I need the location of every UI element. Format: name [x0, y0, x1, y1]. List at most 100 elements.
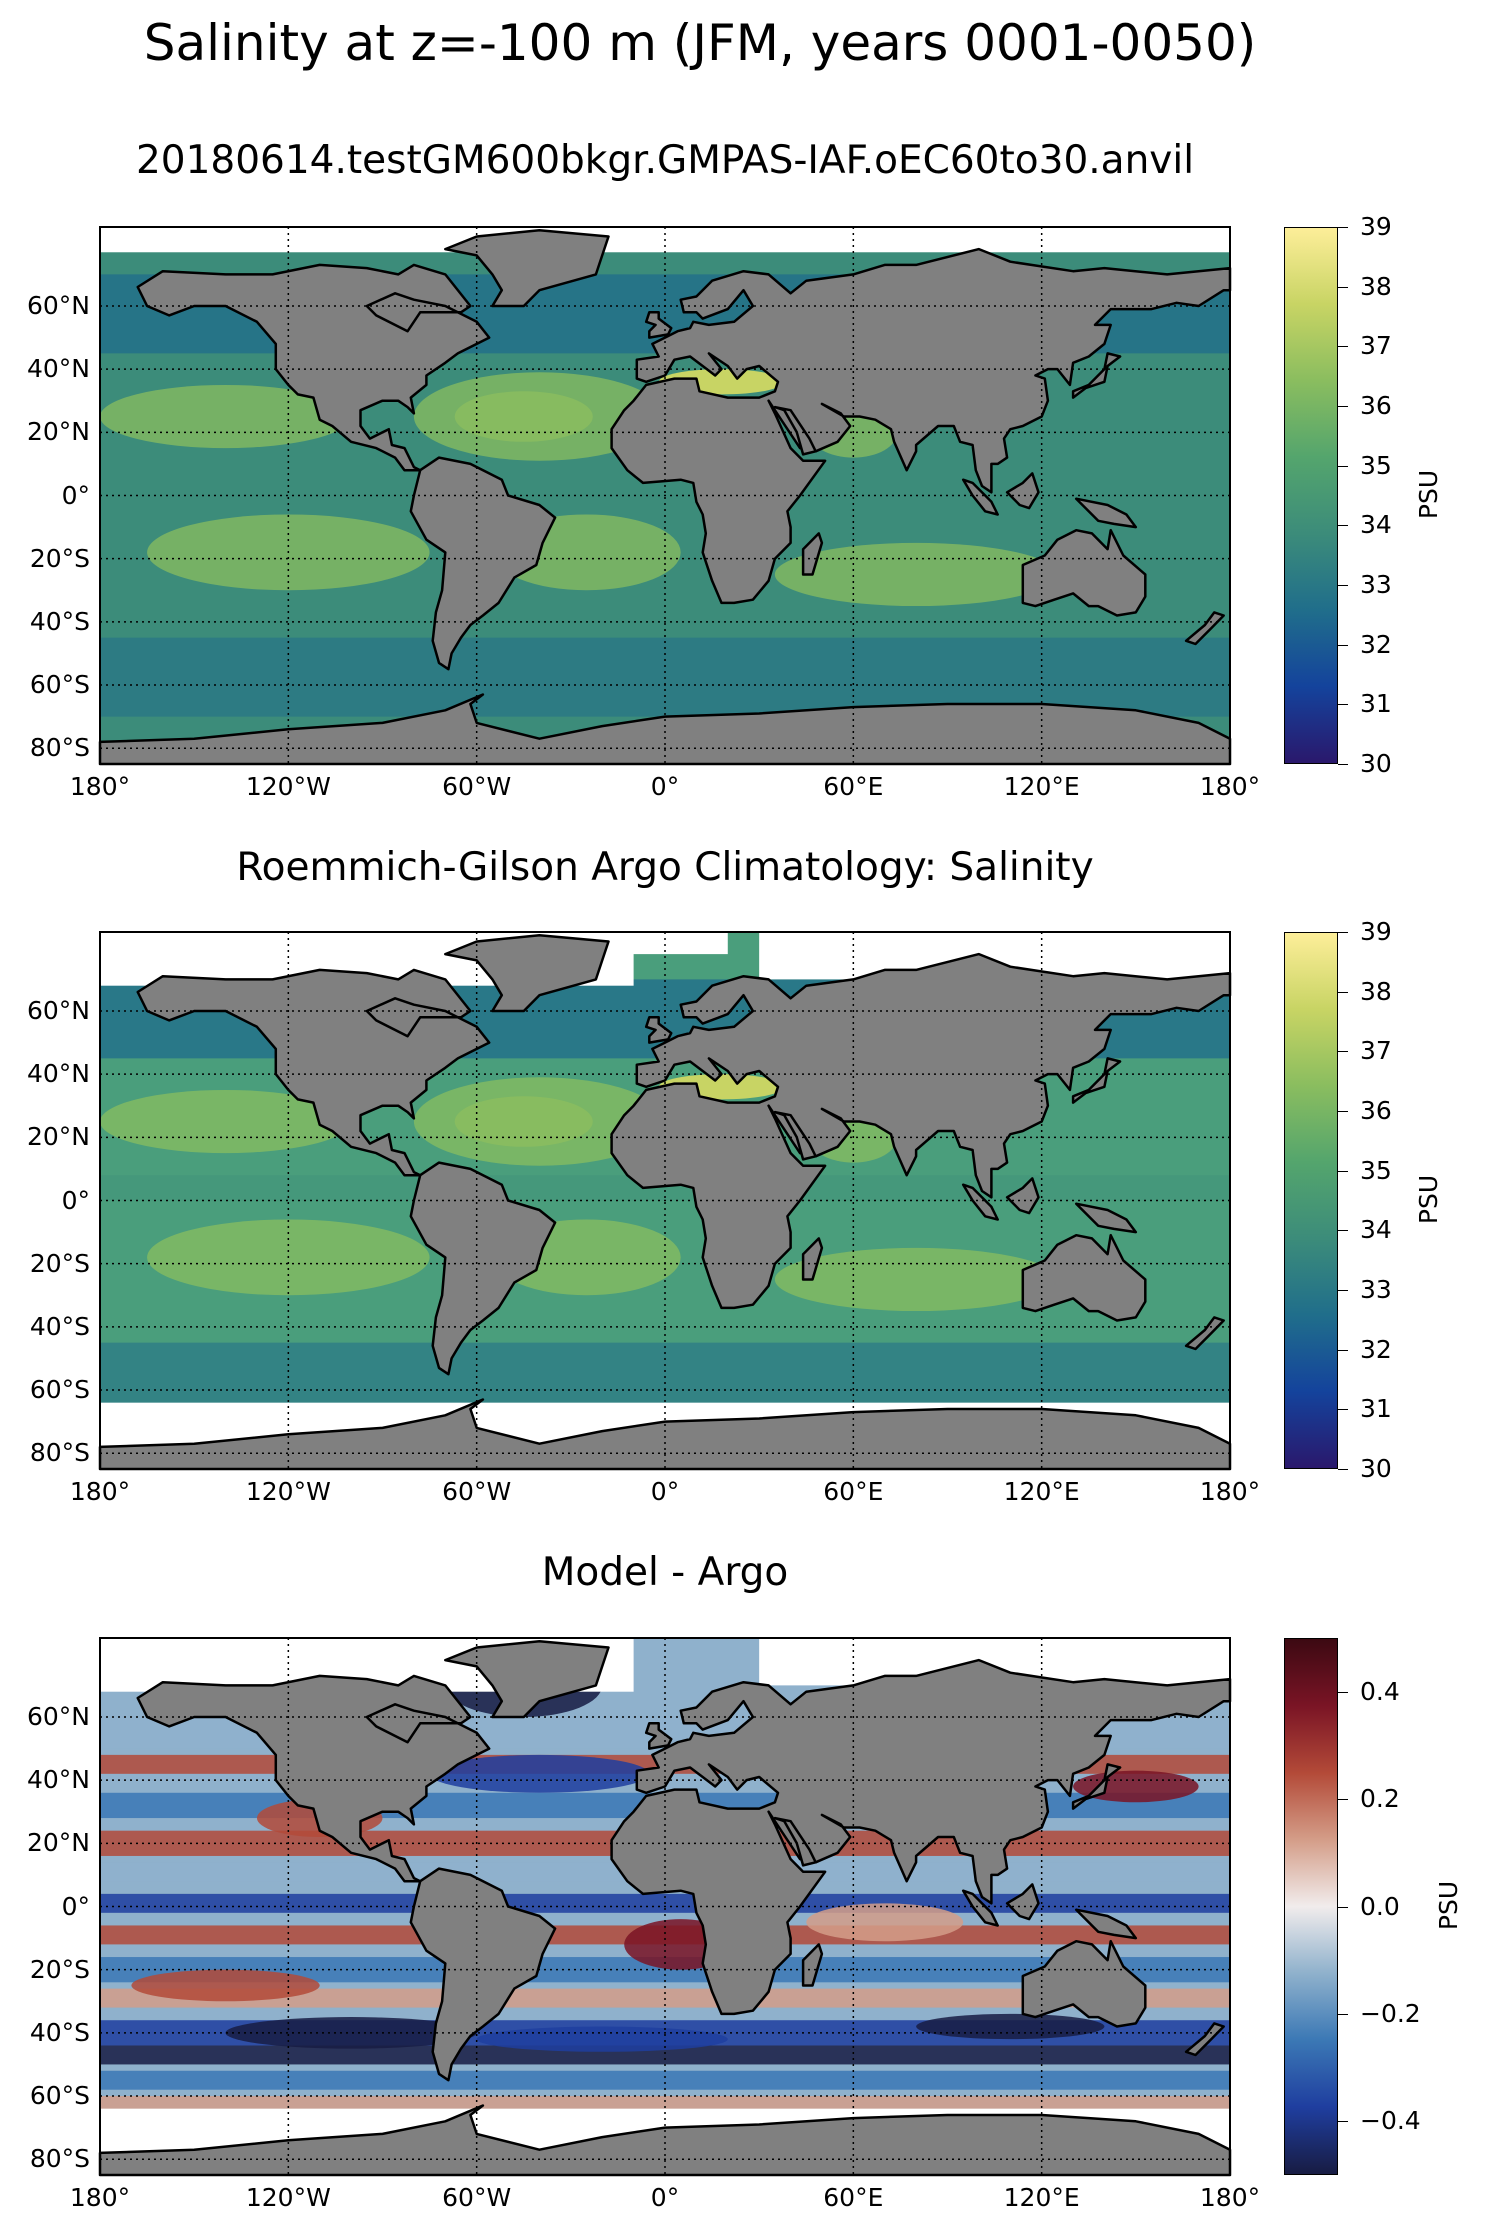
colorbar: [1284, 227, 1338, 764]
map-frame: [99, 226, 1231, 765]
x-tick-label: 180°: [1199, 2183, 1261, 2212]
anomaly-blob-6: [806, 1903, 964, 1942]
land-britain: [644, 1016, 673, 1044]
land-north-america: [136, 263, 491, 472]
colorbar-label: PSU: [1414, 1174, 1444, 1224]
map-frame: [99, 1637, 1231, 2176]
y-tick-label: 20°S: [29, 1248, 90, 1278]
colorbar-tick-mark: [1338, 1051, 1348, 1053]
land-arabian-gulf-land: [773, 405, 817, 456]
land-australia: [1021, 1939, 1147, 2028]
colorbar-tick-mark: [1338, 1409, 1348, 1411]
panel-title: 20180614.testGM600bkgr.GMPAS-IAF.oEC60to…: [135, 138, 1195, 183]
x-tick-label: 180°: [69, 2183, 131, 2212]
colorbar-tick-mark: [1338, 991, 1348, 993]
land-layer: [98, 933, 1232, 1471]
colorbar-tick-label: 0.0: [1360, 1891, 1400, 1921]
y-tick-label: 60°S: [29, 1375, 90, 1405]
colorbar-tick-mark: [1338, 1111, 1348, 1112]
y-tick-label: 40°N: [26, 354, 90, 384]
land-africa-eurasia: [610, 247, 1232, 605]
colorbar-tick-mark: [1338, 1691, 1348, 1693]
y-tick-label: 20°N: [26, 1122, 90, 1152]
land-madagascar: [801, 532, 824, 576]
x-tick-label: 120°W: [245, 2183, 331, 2212]
atlantic-salinity-max: [454, 1096, 593, 1147]
map-plot: [98, 931, 1232, 1471]
x-tick-label: 120°W: [245, 1477, 331, 1506]
anomaly-blob-5: [131, 1969, 320, 2002]
x-tick-label: 60°E: [823, 1477, 884, 1506]
colorbar-tick-mark: [1338, 1230, 1348, 1232]
y-tick-label: 60°S: [29, 670, 90, 700]
anomaly-band-10: [100, 2045, 1230, 2065]
land-antarctica: [98, 1398, 1232, 1471]
y-tick-label: 0°: [61, 1185, 90, 1215]
colorbar-tick-label: −0.4: [1360, 2106, 1421, 2136]
x-tick-label: 0°: [650, 1477, 680, 1506]
map-plot: [98, 226, 1232, 766]
land-new-zealand: [1184, 611, 1225, 646]
land-arabian-gulf-land: [773, 1110, 817, 1161]
colorbar-tick-mark: [1338, 286, 1348, 288]
x-tick-label: 180°: [69, 1477, 131, 1506]
land-africa-eurasia: [610, 952, 1232, 1310]
land-madagascar: [801, 1943, 824, 1987]
x-tick-label: 60°W: [442, 772, 512, 801]
colorbar-tick-label: 33: [1360, 1275, 1392, 1304]
colorbar-tick-mark: [1338, 1349, 1348, 1351]
colorbar-tick-label: 38: [1360, 976, 1392, 1006]
colorbar-tick-label: 34: [1360, 1215, 1392, 1245]
colorbar: [1284, 1638, 1338, 2175]
colorbar-tick-label: −0.2: [1360, 1998, 1421, 2028]
y-tick-label: 80°S: [29, 2144, 90, 2174]
colorbar-tick-label: 30: [1360, 749, 1392, 778]
land-layer: [98, 228, 1232, 766]
colorbar-tick-label: 38: [1360, 271, 1392, 301]
panel-title: Model - Argo: [541, 1550, 789, 1595]
colorbar-tick-label: 33: [1360, 570, 1392, 599]
y-tick-label: 60°N: [26, 1701, 90, 1731]
colorbar-label: PSU: [1434, 1880, 1464, 1930]
land-sumatra: [961, 1183, 999, 1221]
y-tick-label: 40°S: [29, 606, 90, 636]
colorbar-tick-label: 0.4: [1360, 1676, 1400, 1706]
land-sumatra: [961, 478, 999, 516]
land-arabian-gulf-land: [773, 1816, 817, 1867]
colorbar-tick-label: 39: [1360, 212, 1392, 241]
land-japan: [1071, 1057, 1122, 1104]
y-tick-label: 40°N: [26, 1059, 90, 1089]
colorbar-tick-label: 35: [1360, 1155, 1392, 1185]
x-tick-label: 60°W: [442, 1477, 512, 1506]
land-north-america: [136, 1674, 491, 1883]
colorbar-tick-label: 32: [1360, 1334, 1392, 1364]
land-borneo: [1005, 1177, 1040, 1215]
colorbar: [1284, 932, 1338, 1469]
colorbar-tick-mark: [1338, 525, 1348, 527]
y-tick-label: 40°S: [29, 1311, 90, 1341]
colorbar-tick-mark: [1338, 932, 1348, 933]
land-new-guinea: [1074, 1202, 1138, 1234]
colorbar-tick-label: 0.2: [1360, 1784, 1400, 1814]
x-tick-label: 60°E: [823, 2183, 884, 2212]
colorbar-tick-label: 36: [1360, 391, 1392, 420]
gridlines: [100, 932, 1230, 1469]
atlantic-salinity-max: [454, 391, 593, 442]
x-tick-label: 120°E: [1003, 2183, 1080, 2212]
anomaly-band-12: [100, 2096, 1230, 2112]
land-australia: [1021, 528, 1147, 617]
colorbar-tick-label: 34: [1360, 510, 1392, 540]
colorbar-tick-label: 39: [1360, 917, 1392, 946]
y-tick-label: 60°S: [29, 2081, 90, 2111]
colorbar-tick-mark: [1338, 585, 1348, 586]
anomaly-blob-8: [476, 2026, 728, 2052]
x-tick-label: 60°W: [442, 2183, 512, 2212]
land-japan: [1071, 1763, 1122, 1810]
x-tick-label: 180°: [69, 772, 131, 801]
land-madagascar: [801, 1237, 824, 1281]
land-greenland: [444, 933, 610, 1013]
y-tick-label: 80°S: [29, 1438, 90, 1468]
colorbar-tick-mark: [1338, 704, 1348, 706]
x-tick-label: 180°: [1199, 772, 1261, 801]
colorbar-tick-label: 37: [1360, 1036, 1392, 1066]
